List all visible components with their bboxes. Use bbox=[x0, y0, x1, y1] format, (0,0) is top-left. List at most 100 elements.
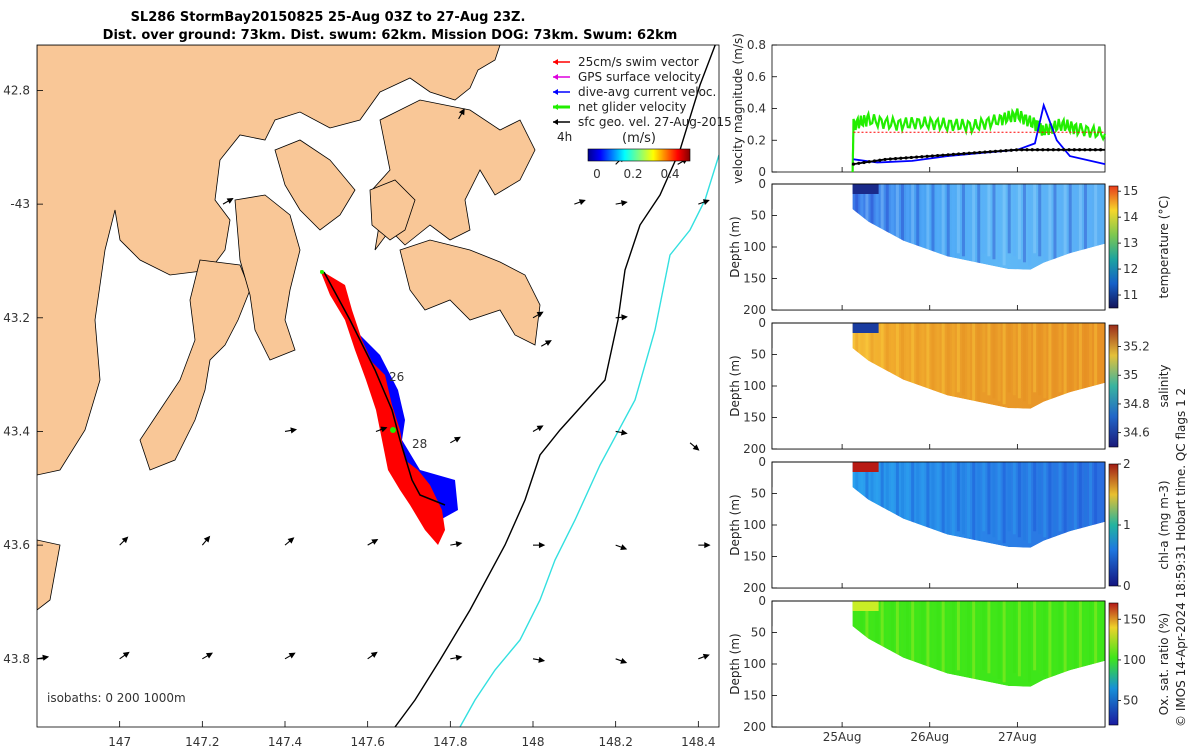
section-streak bbox=[1033, 323, 1037, 393]
section-streak bbox=[895, 323, 899, 402]
section-streak bbox=[890, 462, 894, 538]
colorbar-label: (m/s) bbox=[622, 131, 656, 146]
section-streak bbox=[911, 323, 915, 396]
section-streak bbox=[1058, 462, 1062, 532]
section-streak bbox=[916, 323, 920, 399]
section-streak bbox=[1094, 601, 1098, 677]
vel-ytick-label: 0.2 bbox=[747, 133, 766, 147]
vel-sfc-marker bbox=[936, 153, 940, 158]
section-streak bbox=[936, 323, 940, 396]
velocity-axes bbox=[771, 44, 1106, 173]
sfc-arrow bbox=[533, 542, 546, 549]
section-streak bbox=[1094, 462, 1098, 538]
vel-sfc-marker bbox=[1093, 148, 1097, 152]
vel-ytick-label: 0.4 bbox=[747, 102, 766, 116]
vel-sfc-marker bbox=[851, 162, 856, 166]
legend-time-label: 4h bbox=[557, 130, 572, 144]
sfc-arrow bbox=[698, 653, 710, 660]
sfc-arrow bbox=[698, 542, 711, 549]
sfc-arrow bbox=[119, 651, 130, 660]
section-streak bbox=[941, 601, 945, 677]
section-streak bbox=[1053, 323, 1057, 405]
sfc-arrow bbox=[450, 541, 463, 548]
section-mask bbox=[772, 626, 1105, 727]
vel-ylabel: velocity magnitude (m/s) bbox=[731, 33, 745, 184]
section-streak bbox=[900, 323, 904, 405]
swim-vectors bbox=[320, 270, 445, 545]
legend-item: net glider velocity bbox=[553, 100, 686, 114]
profile-panel[interactable]: 0 50 100 150 200 Depth (m) 11 12 13 14 15 temperatu… bbox=[728, 177, 1171, 317]
vel-sfc-marker bbox=[883, 157, 887, 162]
cbar-label: chl-a (mg m-3) bbox=[1157, 480, 1171, 569]
cbar-tick-label: 34.8 bbox=[1123, 397, 1150, 411]
depth-tick-label: 200 bbox=[743, 581, 766, 595]
section-streak bbox=[921, 601, 925, 680]
vel-sfc-marker bbox=[930, 154, 934, 158]
profile-panel[interactable]: 0 50 100 150 200 Depth (m) 50 100 150 Ox. sat. ra… bbox=[728, 594, 1171, 744]
section-streak bbox=[1007, 462, 1011, 532]
vel-sfc-marker bbox=[1004, 149, 1008, 153]
section-streak bbox=[997, 601, 1001, 680]
section-streak bbox=[987, 601, 991, 674]
map-xtick-label: 148 bbox=[522, 735, 545, 749]
sfc-arrow bbox=[532, 656, 546, 663]
cbar-tick-label: 35 bbox=[1123, 368, 1138, 382]
section-streak bbox=[1063, 323, 1067, 396]
surface-feature bbox=[852, 323, 879, 333]
section-streak bbox=[951, 323, 955, 405]
profile-panel[interactable]: 0 50 100 150 200 Depth (m) 34.6 34.8 35 35.2 salin… bbox=[728, 316, 1171, 456]
section-fill bbox=[852, 184, 1105, 270]
section-streak bbox=[1007, 601, 1011, 671]
section-streak bbox=[1068, 323, 1072, 399]
cbar-tick-label: 2 bbox=[1123, 457, 1131, 471]
section-streak bbox=[926, 601, 930, 683]
section-streak bbox=[1048, 601, 1052, 680]
section-streak bbox=[997, 462, 1001, 541]
section-streak bbox=[992, 462, 996, 538]
sfc-arrow bbox=[615, 314, 628, 321]
vel-sfc-marker bbox=[867, 160, 871, 164]
section-streak bbox=[1002, 184, 1006, 266]
legend-arrowhead bbox=[553, 89, 558, 95]
depth-tick-label: 200 bbox=[743, 442, 766, 456]
sfc-arrow bbox=[201, 535, 211, 546]
section-streak bbox=[870, 184, 874, 263]
vel-series-line bbox=[851, 107, 1107, 173]
depth-ylabel: Depth (m) bbox=[728, 216, 742, 277]
profile-panel[interactable]: 0 50 100 150 200 Depth (m) 0 1 2 chl-a (mg m-3) bbox=[728, 455, 1171, 595]
vel-sfc-marker bbox=[1062, 148, 1066, 152]
section-streak bbox=[1089, 323, 1093, 396]
section-streak bbox=[926, 184, 930, 266]
section-streak bbox=[885, 601, 889, 674]
section-streak bbox=[1022, 601, 1026, 680]
section-streak bbox=[926, 323, 930, 405]
section-streak bbox=[880, 601, 884, 671]
section-streak bbox=[906, 323, 910, 393]
cbar-tick-label: 100 bbox=[1123, 653, 1146, 667]
section-streak bbox=[1078, 184, 1082, 266]
depth-tick-label: 150 bbox=[743, 689, 766, 703]
sfc-arrow bbox=[532, 425, 544, 432]
section-streak bbox=[1058, 184, 1062, 254]
profile-colorbar bbox=[1108, 185, 1119, 309]
isobath-1000m bbox=[459, 154, 719, 727]
cbar-tick-label: 50 bbox=[1123, 694, 1138, 708]
sfc-arrow bbox=[284, 427, 298, 434]
sfc-arrow bbox=[698, 199, 710, 205]
section-streak bbox=[890, 184, 894, 260]
vel-sfc-marker bbox=[1009, 148, 1013, 152]
cbar-label: salinity bbox=[1157, 364, 1171, 407]
sfc-arrow bbox=[574, 199, 586, 205]
map-panel[interactable]: 26 28 147 147.2 147.4 147.6 147.8 148 148.2 148… bbox=[3, 35, 732, 749]
surface-feature bbox=[852, 184, 879, 194]
section-streak bbox=[906, 462, 910, 532]
section-streak bbox=[951, 462, 955, 544]
depth-tick-label: 200 bbox=[743, 720, 766, 734]
section-streak bbox=[1043, 184, 1047, 260]
cbar-tick-label: 13 bbox=[1123, 236, 1138, 250]
section-streak bbox=[987, 323, 991, 396]
